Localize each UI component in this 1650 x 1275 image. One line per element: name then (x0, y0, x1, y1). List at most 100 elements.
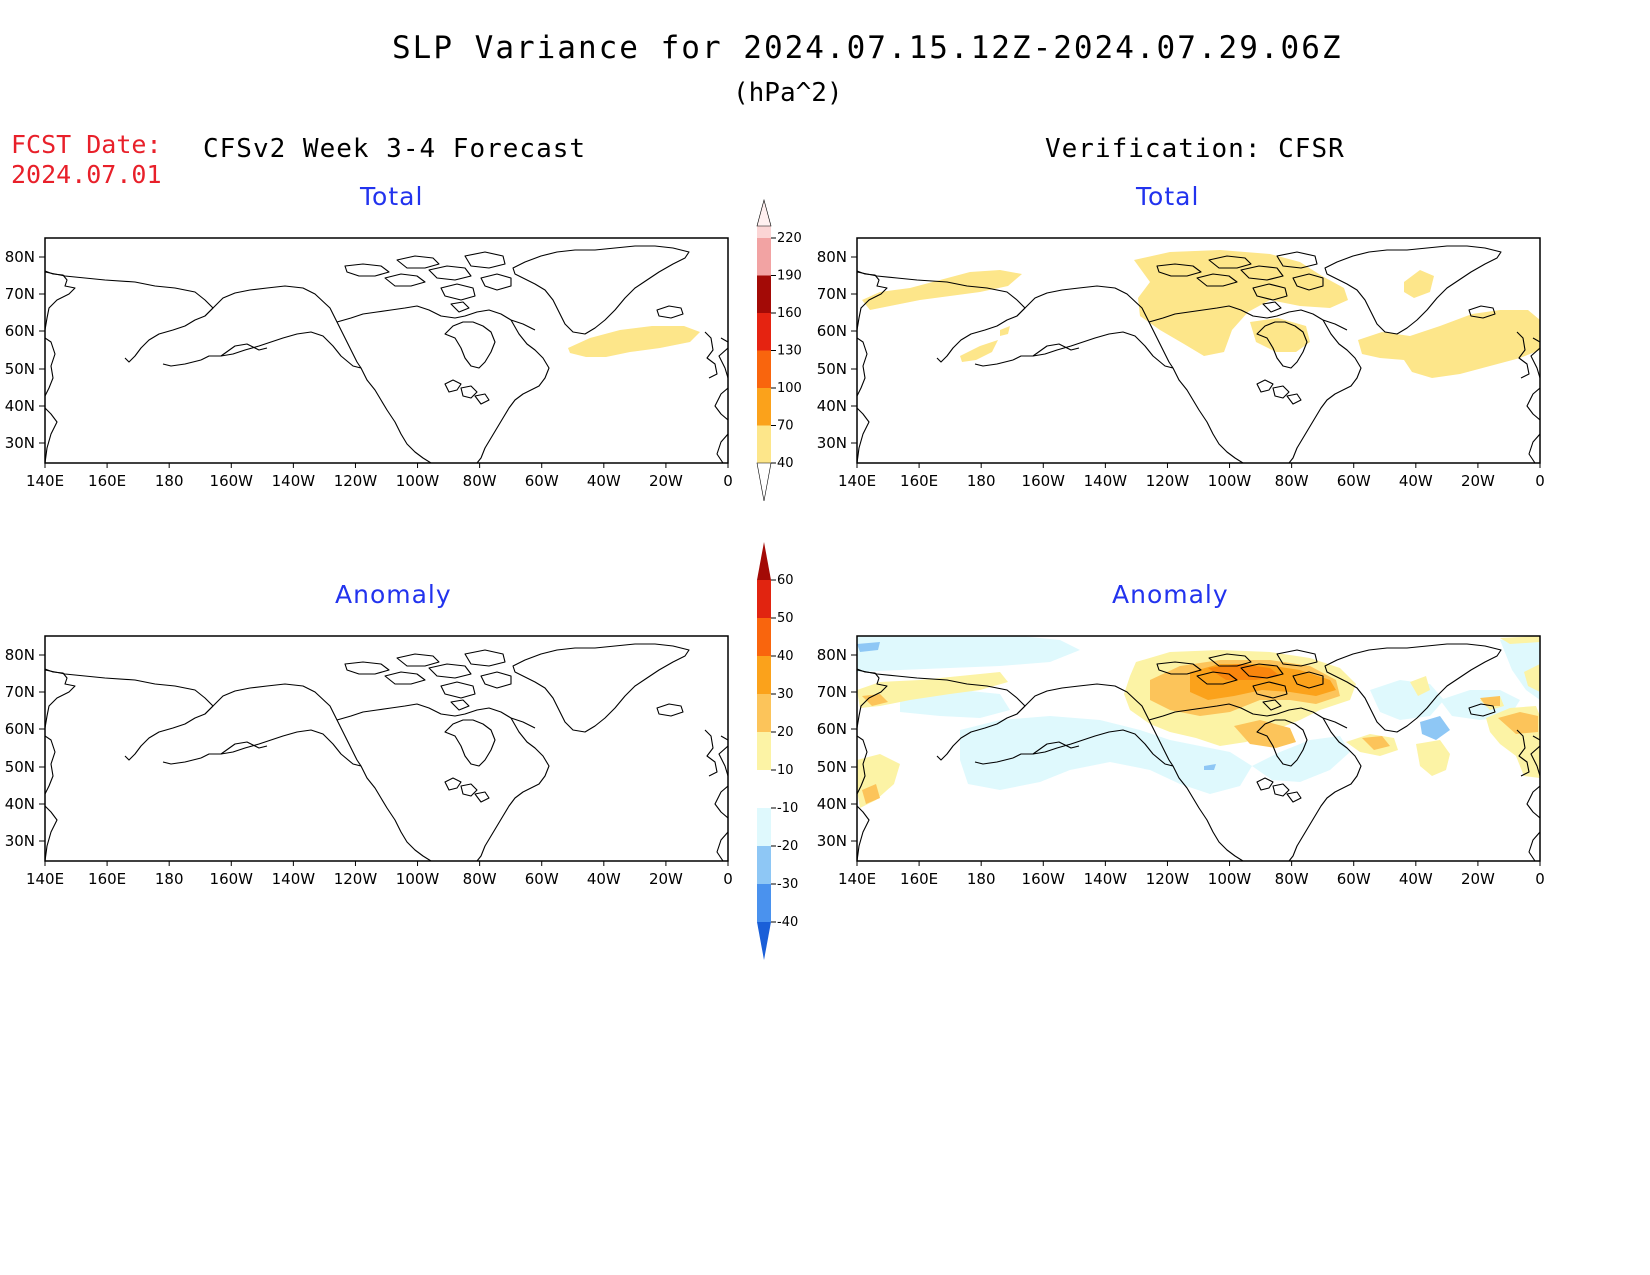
total-colorbar: 40 70 100 130 160 190 220 (756, 198, 802, 502)
lon-tick-label: 20W (1461, 870, 1495, 888)
lon-tick-label: 20W (1461, 472, 1495, 490)
colorbar-swatch (757, 425, 771, 463)
lat-tick-label: 60N (5, 720, 35, 738)
colorbar-swatch (757, 388, 771, 426)
lon-tick-label: 100W (1208, 472, 1252, 490)
lon-tick-label: 40W (1399, 472, 1433, 490)
lon-tick-label: 100W (1208, 870, 1252, 888)
colorbar-label: 20 (777, 725, 794, 740)
colorbar-label: 70 (777, 419, 794, 434)
left-column-title: CFSv2 Week 3-4 Forecast (203, 134, 587, 164)
colorbar-label: 10 (777, 763, 794, 778)
colorbar-label: 30 (777, 687, 794, 702)
lat-tick-label: 70N (5, 683, 35, 701)
lat-tick-label: 60N (5, 322, 35, 340)
lat-tick-label: 30N (817, 832, 847, 850)
colorbar-swatch (757, 275, 771, 313)
colorbar-label: -30 (777, 877, 798, 892)
lat-tick-label: 60N (817, 322, 847, 340)
lat-tick-label: 80N (5, 248, 35, 266)
lat-tick-label: 30N (817, 434, 847, 452)
colorbar-swatch (757, 770, 771, 808)
lat-tick-label: 50N (817, 360, 847, 378)
colorbar-arrow-bottom (757, 922, 771, 960)
lat-tick-label: 60N (817, 720, 847, 738)
lon-tick-label: 60W (1337, 472, 1371, 490)
lon-tick-label: 60W (1337, 870, 1371, 888)
lon-tick-label: 20W (649, 472, 683, 490)
lon-tick-label: 40W (1399, 870, 1433, 888)
colorbar-arrow-bottom (756, 462, 772, 502)
fcst-date-label: FCST Date: 2024.07.01 (11, 130, 162, 190)
units-label: (hPa^2) (733, 78, 843, 108)
colorbar-label: 130 (777, 344, 802, 359)
lat-tick-label: 40N (817, 397, 847, 415)
lat-tick-label: 50N (5, 360, 35, 378)
colorbar-label: -40 (777, 915, 798, 930)
map-forecast-total (44, 237, 729, 464)
lat-tick-label: 50N (5, 758, 35, 776)
colorbar-swatch (757, 313, 771, 351)
lon-tick-label: 120W (334, 472, 378, 490)
lon-tick-label: 140W (1084, 870, 1128, 888)
panel-title-top-right: Total (1136, 182, 1200, 211)
panel-title-top-left: Total (360, 182, 424, 211)
lon-tick-label: 180 (155, 472, 184, 490)
lon-tick-label: 160W (210, 472, 254, 490)
lon-tick-label: 140E (838, 870, 876, 888)
lat-tick-label: 50N (817, 758, 847, 776)
lon-tick-label: 160E (88, 472, 126, 490)
lon-tick-label: 180 (967, 472, 996, 490)
lat-tick-label: 30N (5, 434, 35, 452)
colorbar-swatch (757, 846, 771, 884)
lon-tick-label: 140W (1084, 472, 1128, 490)
lat-tick-label: 40N (5, 795, 35, 813)
colorbar-swatch (757, 732, 771, 770)
lon-tick-label: 0 (1535, 472, 1545, 490)
lat-tick-label: 40N (817, 795, 847, 813)
colorbar-arrow-top (757, 542, 771, 580)
lon-tick-label: 20W (649, 870, 683, 888)
lon-tick-label: 80W (463, 472, 497, 490)
lon-tick-label: 0 (1535, 870, 1545, 888)
panel-title-bottom-left: Anomaly (335, 580, 452, 609)
colorbar-label: 220 (777, 231, 802, 246)
lon-tick-label: 180 (155, 870, 184, 888)
lon-tick-label: 0 (723, 472, 733, 490)
right-column-title: Verification: CFSR (1045, 134, 1345, 164)
lon-tick-label: 160W (1022, 870, 1066, 888)
colorbar-swatch (757, 580, 771, 618)
colorbar-swatch (757, 618, 771, 656)
map-axes: 80N 70N 60N 50N 40N 30N 140E 160E 180 160W 140W 120… (5, 248, 1545, 888)
colorbar-label: 190 (777, 269, 802, 284)
lon-tick-label: 180 (967, 870, 996, 888)
lon-tick-label: 60W (525, 870, 559, 888)
colorbar-swatch (757, 884, 771, 922)
colorbar-label: 60 (777, 573, 794, 588)
lon-tick-label: 140E (838, 472, 876, 490)
lon-tick-label: 160W (1022, 472, 1066, 490)
lon-tick-label: 160E (900, 472, 938, 490)
colorbar-swatch (757, 350, 771, 388)
colorbar-label: -20 (777, 839, 798, 854)
lon-tick-label: 40W (587, 472, 621, 490)
fcst-label: FCST Date: (11, 130, 162, 159)
lat-tick-label: 80N (817, 646, 847, 664)
lon-tick-label: 140E (26, 472, 64, 490)
lon-tick-label: 60W (525, 472, 559, 490)
colorbar-label: 40 (777, 649, 794, 664)
colorbar-swatch (757, 238, 771, 276)
variance-shade (568, 326, 700, 357)
variance-shade (862, 250, 1540, 378)
lon-tick-label: 40W (587, 870, 621, 888)
panel-title-bottom-right: Anomaly (1112, 580, 1229, 609)
lon-tick-label: 120W (1146, 472, 1190, 490)
lat-tick-label: 80N (5, 646, 35, 664)
colorbar-label: -10 (777, 801, 798, 816)
lon-tick-label: 100W (396, 870, 440, 888)
colorbar-label: 100 (777, 381, 802, 396)
colorbar-label: 40 (777, 456, 794, 471)
lat-tick-label: 80N (817, 248, 847, 266)
lon-tick-label: 120W (334, 870, 378, 888)
